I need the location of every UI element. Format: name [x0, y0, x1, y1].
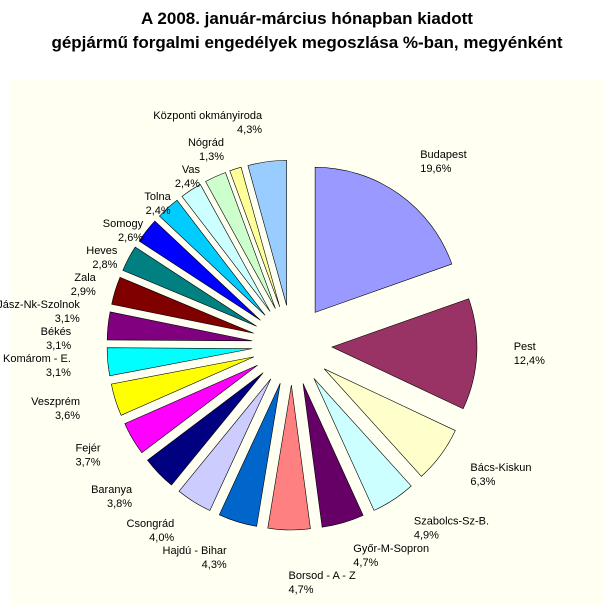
chart-title: A 2008. január-március hónapban kiadott [141, 9, 473, 28]
pie-slice [267, 384, 311, 531]
data-label: Jász-Nk-Szolnok 3,1% [0, 299, 80, 325]
label-value: 3,7% [75, 456, 100, 468]
label-name: Hajdú - Bihar [163, 545, 228, 557]
data-label: Győr-M-Sopron 4,7% [353, 543, 429, 569]
label-name: Baranya [91, 484, 133, 496]
pie-slice [181, 184, 271, 312]
label-name: Bács-Kiskun [470, 462, 531, 474]
label-value: 1,3% [199, 151, 224, 163]
label-value: 3,8% [107, 498, 132, 510]
data-label: Szabolcs-Sz-B. 4,9% [414, 516, 489, 542]
pie-slice [313, 378, 412, 511]
label-value: 3,1% [46, 367, 71, 379]
pie-slice [331, 298, 478, 410]
label-name: Veszprém [31, 396, 80, 408]
label-name: Heves [86, 245, 118, 257]
data-label: Csongrád 4,0% [127, 518, 175, 544]
label-name: Komárom - E. [3, 353, 71, 365]
data-label: Bács-Kiskun 6,3% [470, 462, 531, 488]
pie-slice [122, 246, 257, 327]
label-name: Csongrád [127, 518, 175, 530]
label-name: Somogy [103, 218, 144, 230]
data-label: Veszprém 3,6% [31, 396, 80, 422]
label-value: 12,4% [514, 355, 545, 367]
label-name: Békés [41, 326, 72, 338]
pie-slice [106, 311, 253, 342]
label-name: Budapest [420, 149, 466, 161]
data-label: Pest 12,4% [514, 341, 545, 367]
data-label: Békés 3,1% [41, 326, 72, 352]
label-value: 3,6% [55, 410, 80, 422]
label-value: 3,1% [55, 313, 80, 325]
pie-slice [218, 383, 281, 527]
data-label: Budapest 19,6% [420, 149, 466, 175]
pie-slice [205, 172, 276, 309]
label-name: Fejér [75, 442, 100, 454]
pie-slice [124, 364, 258, 454]
label-value: 2,4% [146, 205, 171, 217]
pie-slice [106, 347, 253, 377]
data-label: Vas 2,4% [175, 164, 201, 190]
pie-slice [178, 378, 272, 511]
data-label: Komárom - E. 3,1% [3, 353, 71, 379]
label-value: 4,0% [149, 532, 174, 544]
label-value: 2,4% [175, 178, 200, 190]
label-name: Nógrád [188, 137, 224, 149]
pie-slice [302, 383, 364, 528]
label-value: 4,9% [414, 530, 439, 542]
data-label: Heves 2,8% [86, 245, 118, 271]
label-name: Zala [74, 272, 96, 284]
pie-slice [323, 368, 456, 477]
pie-slice [247, 160, 287, 306]
data-label: Tolna 2,4% [144, 191, 171, 217]
label-value: 2,8% [92, 259, 117, 271]
label-value: 4,3% [202, 559, 227, 571]
data-label: Borsod - A - Z 4,7% [289, 570, 357, 596]
data-label: Fejér 3,7% [75, 442, 100, 468]
data-label: Nógrád 1,3% [188, 137, 224, 163]
label-name: Tolna [144, 191, 171, 203]
label-value: 2,9% [71, 286, 96, 298]
label-value: 4,3% [237, 124, 262, 136]
label-value: 6,3% [470, 476, 495, 488]
label-value: 2,6% [118, 232, 143, 244]
label-value: 3,1% [46, 340, 71, 352]
data-label: Zala 2,9% [71, 272, 97, 298]
label-name: Győr-M-Sopron [353, 543, 429, 555]
label-name: Jász-Nk-Szolnok [0, 299, 80, 311]
data-label: Baranya 3,8% [91, 484, 133, 510]
pie-slice [314, 167, 453, 313]
data-label: Hajdú - Bihar 4,3% [163, 545, 228, 571]
label-name: Szabolcs-Sz-B. [414, 516, 489, 528]
data-label: Központi okmányiroda 4,3% [153, 110, 263, 136]
pie-slice [229, 166, 281, 308]
label-name: Vas [182, 164, 201, 176]
label-name: Borsod - A - Z [289, 570, 357, 582]
pie-slice [111, 356, 254, 416]
pie-slice [147, 372, 264, 486]
label-name: Pest [514, 341, 536, 353]
pie-slice [111, 276, 254, 334]
label-value: 4,7% [353, 557, 378, 569]
data-label: Somogy 2,6% [103, 218, 144, 244]
label-name: Központi okmányiroda [153, 110, 263, 122]
label-value: 4,7% [289, 584, 314, 596]
pie-slice [138, 220, 261, 321]
chart-subtitle: gépjármű forgalmi engedélyek megoszlása … [51, 33, 562, 52]
pie-slice [159, 199, 266, 316]
label-value: 19,6% [420, 163, 451, 175]
